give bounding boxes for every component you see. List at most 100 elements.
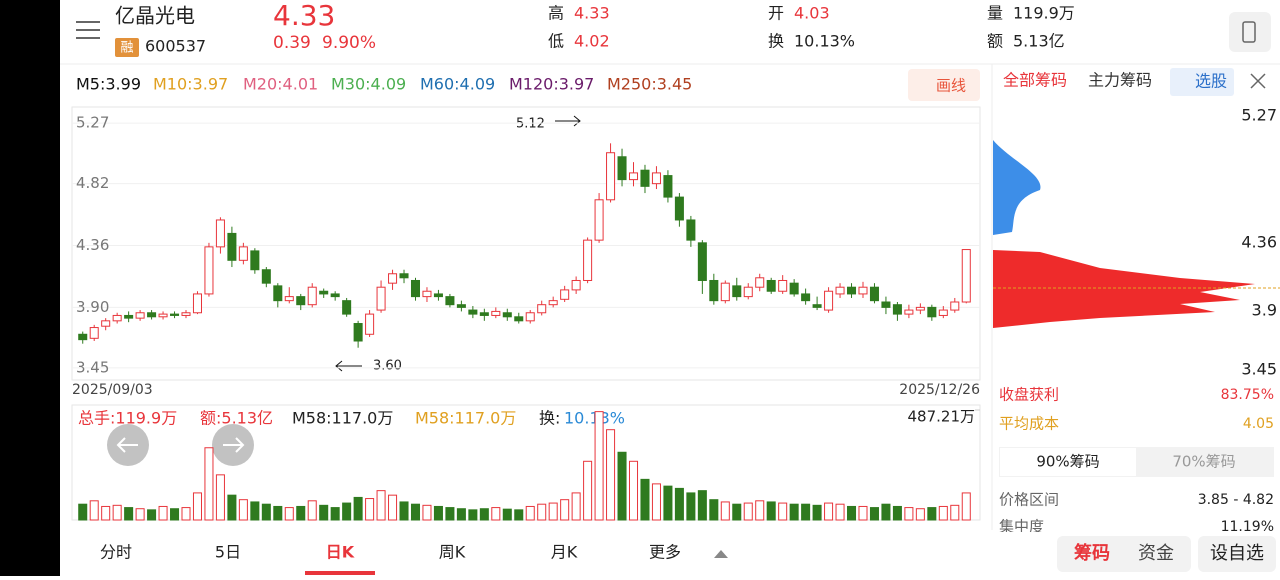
volume-bar (904, 507, 914, 521)
candle-body (124, 314, 134, 319)
candle-body (858, 286, 868, 295)
chip-axis: 5.27 4.36 3.9 3.45 (1241, 106, 1277, 379)
chip-axis-label: 3.9 (1252, 301, 1277, 320)
chip-red (993, 250, 1255, 328)
volume-bar (766, 501, 776, 521)
candle-body (158, 313, 168, 318)
candle-body (663, 175, 673, 198)
candle-body (376, 286, 386, 311)
candle-body (732, 285, 742, 298)
volume-bar (961, 492, 971, 521)
candle-body (560, 289, 570, 300)
volume-bar (858, 505, 868, 521)
vol-label: 总手:119.9万 (78, 409, 177, 428)
volume-bar (124, 507, 134, 521)
candle-body (181, 312, 191, 316)
bottom-button[interactable]: 设自选 (1210, 543, 1264, 564)
volume-bar (835, 503, 845, 521)
volume-bar (491, 507, 501, 521)
chip-tab[interactable]: 全部筹码 (1003, 71, 1067, 90)
bottom-button[interactable]: 筹码 (1074, 542, 1110, 564)
phone-icon (1242, 21, 1256, 43)
range-tab[interactable]: 90%筹码 (1036, 453, 1099, 471)
stat-value: 119.9万 (1013, 4, 1075, 23)
bottom-tab[interactable]: 月K (551, 543, 578, 562)
volume-bar (204, 447, 214, 521)
bottom-tab[interactable]: 更多 (649, 543, 681, 562)
stat-value: 10.13% (794, 32, 855, 51)
volume-bar (869, 507, 879, 521)
candle-body (342, 300, 352, 315)
arrow (335, 360, 362, 372)
candle-body (78, 333, 88, 341)
range-tab-active[interactable] (1000, 448, 1136, 476)
row-value: 83.75% (1221, 387, 1274, 403)
bottom-tab[interactable]: 周K (439, 543, 466, 562)
candle-body (388, 273, 398, 284)
candle-body (720, 282, 730, 302)
volume-bar (147, 509, 157, 521)
stat-label: 换 (768, 32, 784, 51)
chip-axis-label: 4.36 (1241, 233, 1277, 252)
range-tab[interactable]: 70%筹码 (1172, 453, 1235, 471)
chip-tab[interactable]: 选股 (1195, 72, 1227, 91)
candle-body (915, 306, 925, 311)
stat-value: 4.33 (574, 4, 610, 23)
chart-frame (71, 106, 981, 381)
draw-button[interactable] (908, 69, 980, 101)
phone-button[interactable] (1229, 12, 1271, 52)
select-bg[interactable] (1170, 68, 1234, 96)
volume-bar (365, 498, 375, 521)
candle-body (892, 304, 902, 315)
chip-tab[interactable]: 主力筹码 (1088, 71, 1152, 90)
stat-label: 量 (987, 4, 1003, 23)
volume-bar (215, 474, 225, 521)
volume-bar (261, 503, 271, 521)
candle-body (961, 249, 971, 303)
volume-bar (330, 507, 340, 521)
volume-bar (915, 508, 925, 521)
y-tick-label: 3.90 (76, 298, 109, 316)
bottom-tabs: 分时 5日 日K 周K 月K 更多 (100, 543, 681, 562)
volume-bar (537, 503, 547, 521)
candle-body (755, 277, 765, 288)
menu-icon[interactable] (76, 21, 100, 39)
bottom-tab-active[interactable]: 日K (326, 543, 355, 562)
volume-bar (778, 502, 788, 521)
ma-label: M10:3.97 (153, 75, 228, 94)
detail-label: 价格区间 (999, 491, 1059, 509)
candle-body (479, 312, 489, 316)
y-tick-label: 5.27 (76, 114, 109, 132)
volume-bar (801, 503, 811, 521)
volume-bar (135, 508, 145, 521)
close-icon[interactable] (1250, 73, 1266, 89)
candle-body (927, 306, 937, 318)
vol-label: M58:117.0万 (415, 409, 516, 428)
volume-bar (950, 504, 960, 521)
volume-bar (732, 503, 742, 521)
candle-body (250, 250, 260, 271)
candle-body (307, 286, 317, 306)
candle-body (606, 152, 616, 201)
candle-body (548, 300, 558, 306)
chip-axis-label: 3.45 (1241, 360, 1277, 379)
volume-bar (181, 507, 191, 521)
volume-bar (697, 490, 707, 521)
vol-label: 额:5.13亿 (200, 409, 273, 428)
volume-bar (651, 483, 661, 521)
date-start: 2025/09/03 (72, 382, 153, 398)
row-value: 4.05 (1243, 416, 1274, 432)
watch-bg[interactable] (1198, 536, 1276, 572)
volume-bar (640, 478, 650, 521)
volume-bar (422, 504, 432, 521)
candle-body (686, 219, 696, 241)
bottom-tab[interactable]: 5日 (215, 543, 241, 562)
bottom-button[interactable]: 资金 (1138, 543, 1174, 564)
y-tick-label: 4.36 (76, 236, 109, 254)
row-label: 平均成本 (999, 415, 1059, 433)
volume-legend: 总手:119.9万 额:5.13亿 M58:117.0万 M58:117.0万 … (78, 409, 625, 428)
y-tick-label: 487.21万 (908, 408, 976, 426)
bottom-tab[interactable]: 分时 (100, 543, 132, 562)
candle-body (433, 293, 443, 298)
change-pct: 9.90% (322, 33, 376, 53)
